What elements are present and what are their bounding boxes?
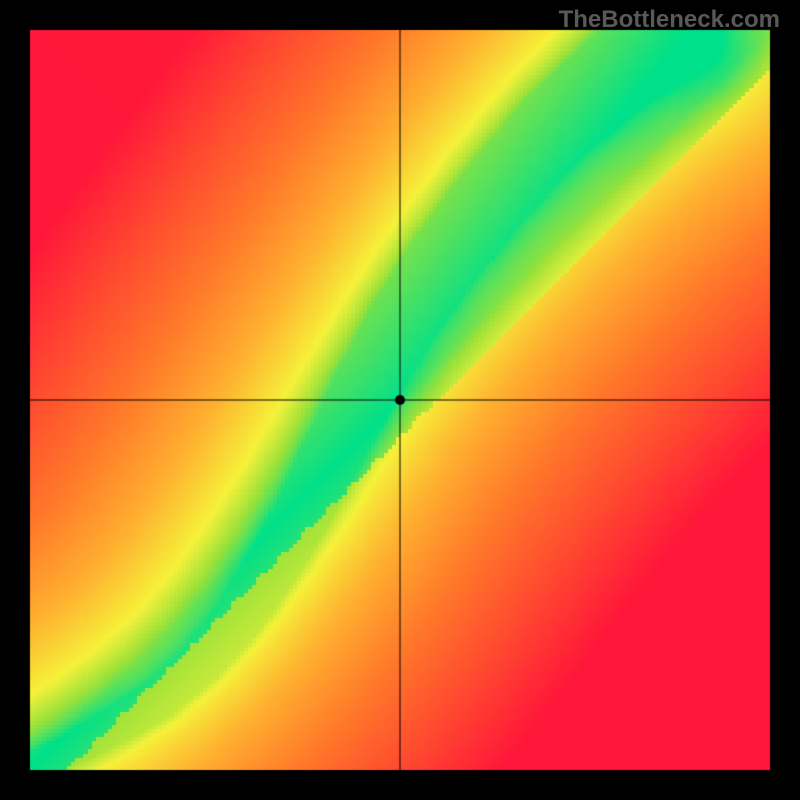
bottleneck-heatmap xyxy=(0,0,800,800)
watermark-label: TheBottleneck.com xyxy=(559,6,780,34)
